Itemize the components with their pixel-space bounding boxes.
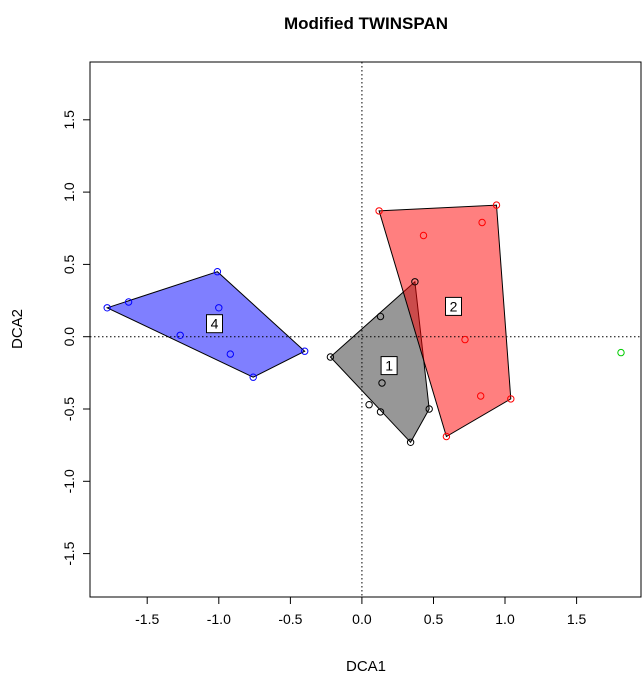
- point-group-2-0: [375, 207, 383, 215]
- y-tick-label: -1.0: [61, 469, 77, 493]
- point-group-1-3: [365, 401, 373, 409]
- group-label-text-4: 4: [211, 316, 219, 332]
- plot-frame: [89, 61, 642, 598]
- group-label-box-2: [445, 296, 462, 316]
- reference-lines: [90, 62, 641, 597]
- x-tick-label: -1.0: [207, 611, 231, 627]
- point-group-2-6: [507, 395, 515, 403]
- y-axis: -1.5 -1.0 -0.5 0.0 0.5 1.0 1.5: [61, 110, 90, 566]
- y-tick-label: 1.0: [61, 182, 77, 202]
- point-group-2-2: [478, 218, 486, 227]
- point-group-4-5: [226, 350, 235, 358]
- chart-title: Modified TWINSPAN: [284, 14, 448, 33]
- point-group-2-4: [461, 335, 469, 344]
- point-group-4-0: [103, 304, 111, 312]
- x-axis: -1.5 -1.0 -0.5 0.0 0.5 1.0 1.5: [135, 597, 587, 627]
- y-tick-label: 1.5: [61, 110, 77, 130]
- group-label-2: 2: [445, 296, 462, 316]
- point-group-1-7: [411, 278, 419, 286]
- x-tick-label: 0.5: [424, 611, 444, 627]
- group-label-1: 1: [380, 356, 398, 376]
- point-group-4-1: [124, 298, 133, 306]
- point-group-1-4: [376, 408, 385, 416]
- point-group-4-6: [249, 373, 257, 381]
- point-group-1-6: [425, 405, 433, 413]
- x-tick-label: -0.5: [278, 611, 302, 627]
- point-group-4-7: [301, 347, 309, 355]
- point-group-4-3: [213, 268, 222, 276]
- x-tick-label: 1.5: [567, 611, 587, 627]
- y-tick-label: -1.5: [61, 541, 77, 565]
- x-tick-label: -1.5: [135, 611, 159, 627]
- x-axis-label: DCA1: [346, 658, 386, 675]
- point-group-1-0: [326, 353, 335, 361]
- point-group-2-1: [419, 231, 428, 240]
- group-labels-layer: 4 1 2: [206, 296, 462, 376]
- point-group-1-5: [406, 438, 415, 446]
- y-tick-label: 0.5: [61, 254, 77, 274]
- hull-group-1: [329, 280, 430, 444]
- y-tick-label: 0.0: [61, 327, 77, 347]
- x-tick-label: 1.0: [495, 611, 515, 627]
- point-group-1-1: [376, 312, 385, 321]
- x-tick-label: 0.0: [352, 611, 372, 627]
- hull-group-2: [378, 204, 512, 438]
- y-tick-label: -0.5: [61, 397, 77, 421]
- point-group-1-2: [378, 379, 386, 387]
- point-group-2-5: [477, 392, 485, 400]
- group-label-4: 4: [206, 314, 223, 334]
- point-group-4-2: [176, 331, 184, 339]
- point-group-2-3: [492, 201, 501, 209]
- point-group-2-7: [442, 432, 451, 441]
- group-label-text-2: 2: [450, 298, 458, 314]
- point-group-3-0: [617, 348, 625, 357]
- hull-group-4: [105, 271, 306, 378]
- point-group-4-4: [215, 304, 223, 312]
- y-axis-label: DCA2: [9, 309, 26, 349]
- group-label-text-1: 1: [385, 358, 393, 374]
- group-label-box-4: [206, 314, 223, 334]
- hull-layer: [105, 204, 512, 444]
- group-label-box-1: [380, 356, 398, 376]
- points-layer: [103, 201, 625, 446]
